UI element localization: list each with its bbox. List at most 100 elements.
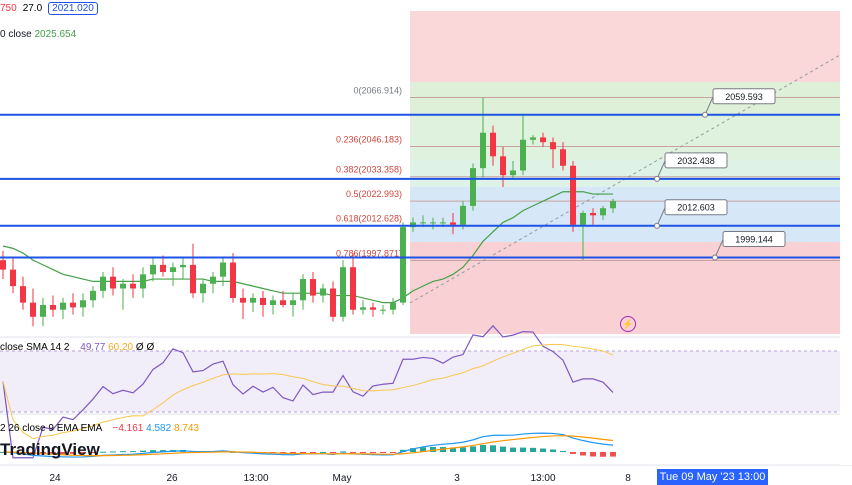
candle — [340, 260, 346, 322]
macd-bar — [590, 452, 596, 457]
candle — [320, 283, 326, 303]
candle — [250, 293, 256, 313]
candle — [160, 255, 166, 277]
level-label-3: 1999.144 — [735, 234, 773, 244]
candle — [270, 295, 276, 315]
level-callout-3[interactable] — [722, 230, 786, 247]
candle — [0, 250, 6, 280]
level-label-1: 2032.438 — [677, 156, 715, 166]
macd-bar — [100, 451, 106, 453]
candle — [30, 288, 36, 327]
candle — [380, 305, 386, 315]
macd-bar — [350, 452, 356, 453]
candle — [360, 300, 366, 315]
candle — [480, 97, 486, 178]
candle — [60, 297, 66, 320]
macd-bar — [470, 446, 476, 452]
price-scale[interactable] — [840, 0, 852, 465]
crosshair-date-badge: Tue 09 May '23 13:00 — [657, 469, 768, 485]
macd-bar — [570, 452, 576, 454]
legend-ohlc-2[interactable]: 2021.020 — [48, 2, 98, 15]
candle — [170, 262, 176, 287]
macd-bar — [120, 451, 126, 453]
macd-bar — [390, 452, 396, 453]
macd-bar — [160, 450, 166, 452]
macd-bar — [80, 452, 86, 454]
x-tick-label: May — [333, 473, 352, 484]
rsi-extra: Ø Ø — [135, 342, 155, 353]
candle — [610, 198, 616, 213]
fib-zone-0 — [410, 11, 840, 82]
event-bolt-icon[interactable]: ⚡ — [620, 316, 636, 332]
macd-bar — [460, 447, 466, 452]
level-callout-2[interactable] — [664, 199, 728, 216]
macd-bar — [110, 451, 116, 453]
candle — [140, 267, 146, 298]
signal-value: 8.743 — [173, 423, 199, 434]
macd-bar — [90, 452, 96, 453]
legend-ohlc-0: 750 — [0, 3, 17, 14]
fib-label-2: 0.382(2033.358) — [336, 165, 402, 175]
candle — [210, 271, 216, 294]
level-callout-1[interactable] — [664, 152, 728, 169]
macd-bar — [340, 451, 346, 453]
candle — [390, 297, 396, 315]
macd-legend: 2 26 close 9 EMA EMA −4.161 4.582 8.743 — [0, 423, 199, 434]
macd-value: 4.582 — [146, 423, 172, 434]
macd-bar — [580, 452, 586, 456]
candle — [150, 257, 156, 282]
macd-bar — [410, 448, 416, 452]
macd-bar — [500, 446, 506, 452]
candle — [280, 290, 286, 308]
tradingview-logo: TradingView — [0, 440, 100, 459]
macd-bar — [320, 451, 326, 453]
candle — [240, 288, 246, 320]
x-tick-label: 24 — [49, 473, 61, 484]
candle — [550, 137, 556, 169]
candle — [130, 274, 136, 298]
candle — [490, 125, 496, 166]
candles — [0, 97, 616, 327]
macd-bar — [290, 452, 296, 454]
horizontal-levels[interactable]: 2059.593 2032.438 2012.603 1999.144 — [0, 88, 840, 261]
macd-bar — [560, 450, 566, 452]
macd-bar — [510, 447, 516, 452]
candle — [110, 267, 116, 296]
macd-bar — [150, 450, 156, 452]
x-tick-label: 13:00 — [530, 473, 555, 484]
candle — [190, 243, 196, 298]
level-label-2: 2012.603 — [677, 203, 715, 213]
candle — [220, 257, 226, 287]
fib-label-3: 0.5(2022.993) — [346, 189, 402, 199]
rsi-pane — [0, 324, 852, 459]
fib-zone-2 — [410, 117, 840, 160]
candle — [100, 271, 106, 298]
level-label-0: 2059.593 — [725, 92, 763, 102]
sma-legend: 0 close 2025.654 — [0, 29, 76, 40]
fib-label-4: 0.618(2012.628) — [336, 214, 402, 224]
rsi-band — [0, 351, 840, 412]
level-callout-0[interactable] — [712, 88, 776, 105]
macd-bar — [50, 452, 56, 455]
macd-bar — [540, 448, 546, 452]
candle — [570, 161, 576, 232]
rsi-legend: close SMA 14 2 49.77 60.20 Ø Ø — [0, 342, 154, 353]
macd-bar — [530, 447, 536, 452]
candle — [350, 253, 356, 315]
macd-bar — [330, 452, 336, 453]
x-tick-label: 13:00 — [243, 473, 268, 484]
macd-bar — [610, 452, 616, 457]
rsi-line — [2, 324, 614, 459]
candle — [90, 286, 96, 308]
fib-zones — [410, 11, 840, 334]
macd-bar — [360, 452, 366, 453]
candle — [330, 281, 336, 322]
candle — [120, 279, 126, 310]
candle — [230, 253, 236, 303]
candle — [260, 290, 266, 317]
candle — [600, 205, 606, 221]
macd-hist-value: −4.161 — [112, 423, 144, 434]
candle — [370, 302, 376, 317]
candle — [80, 293, 86, 317]
